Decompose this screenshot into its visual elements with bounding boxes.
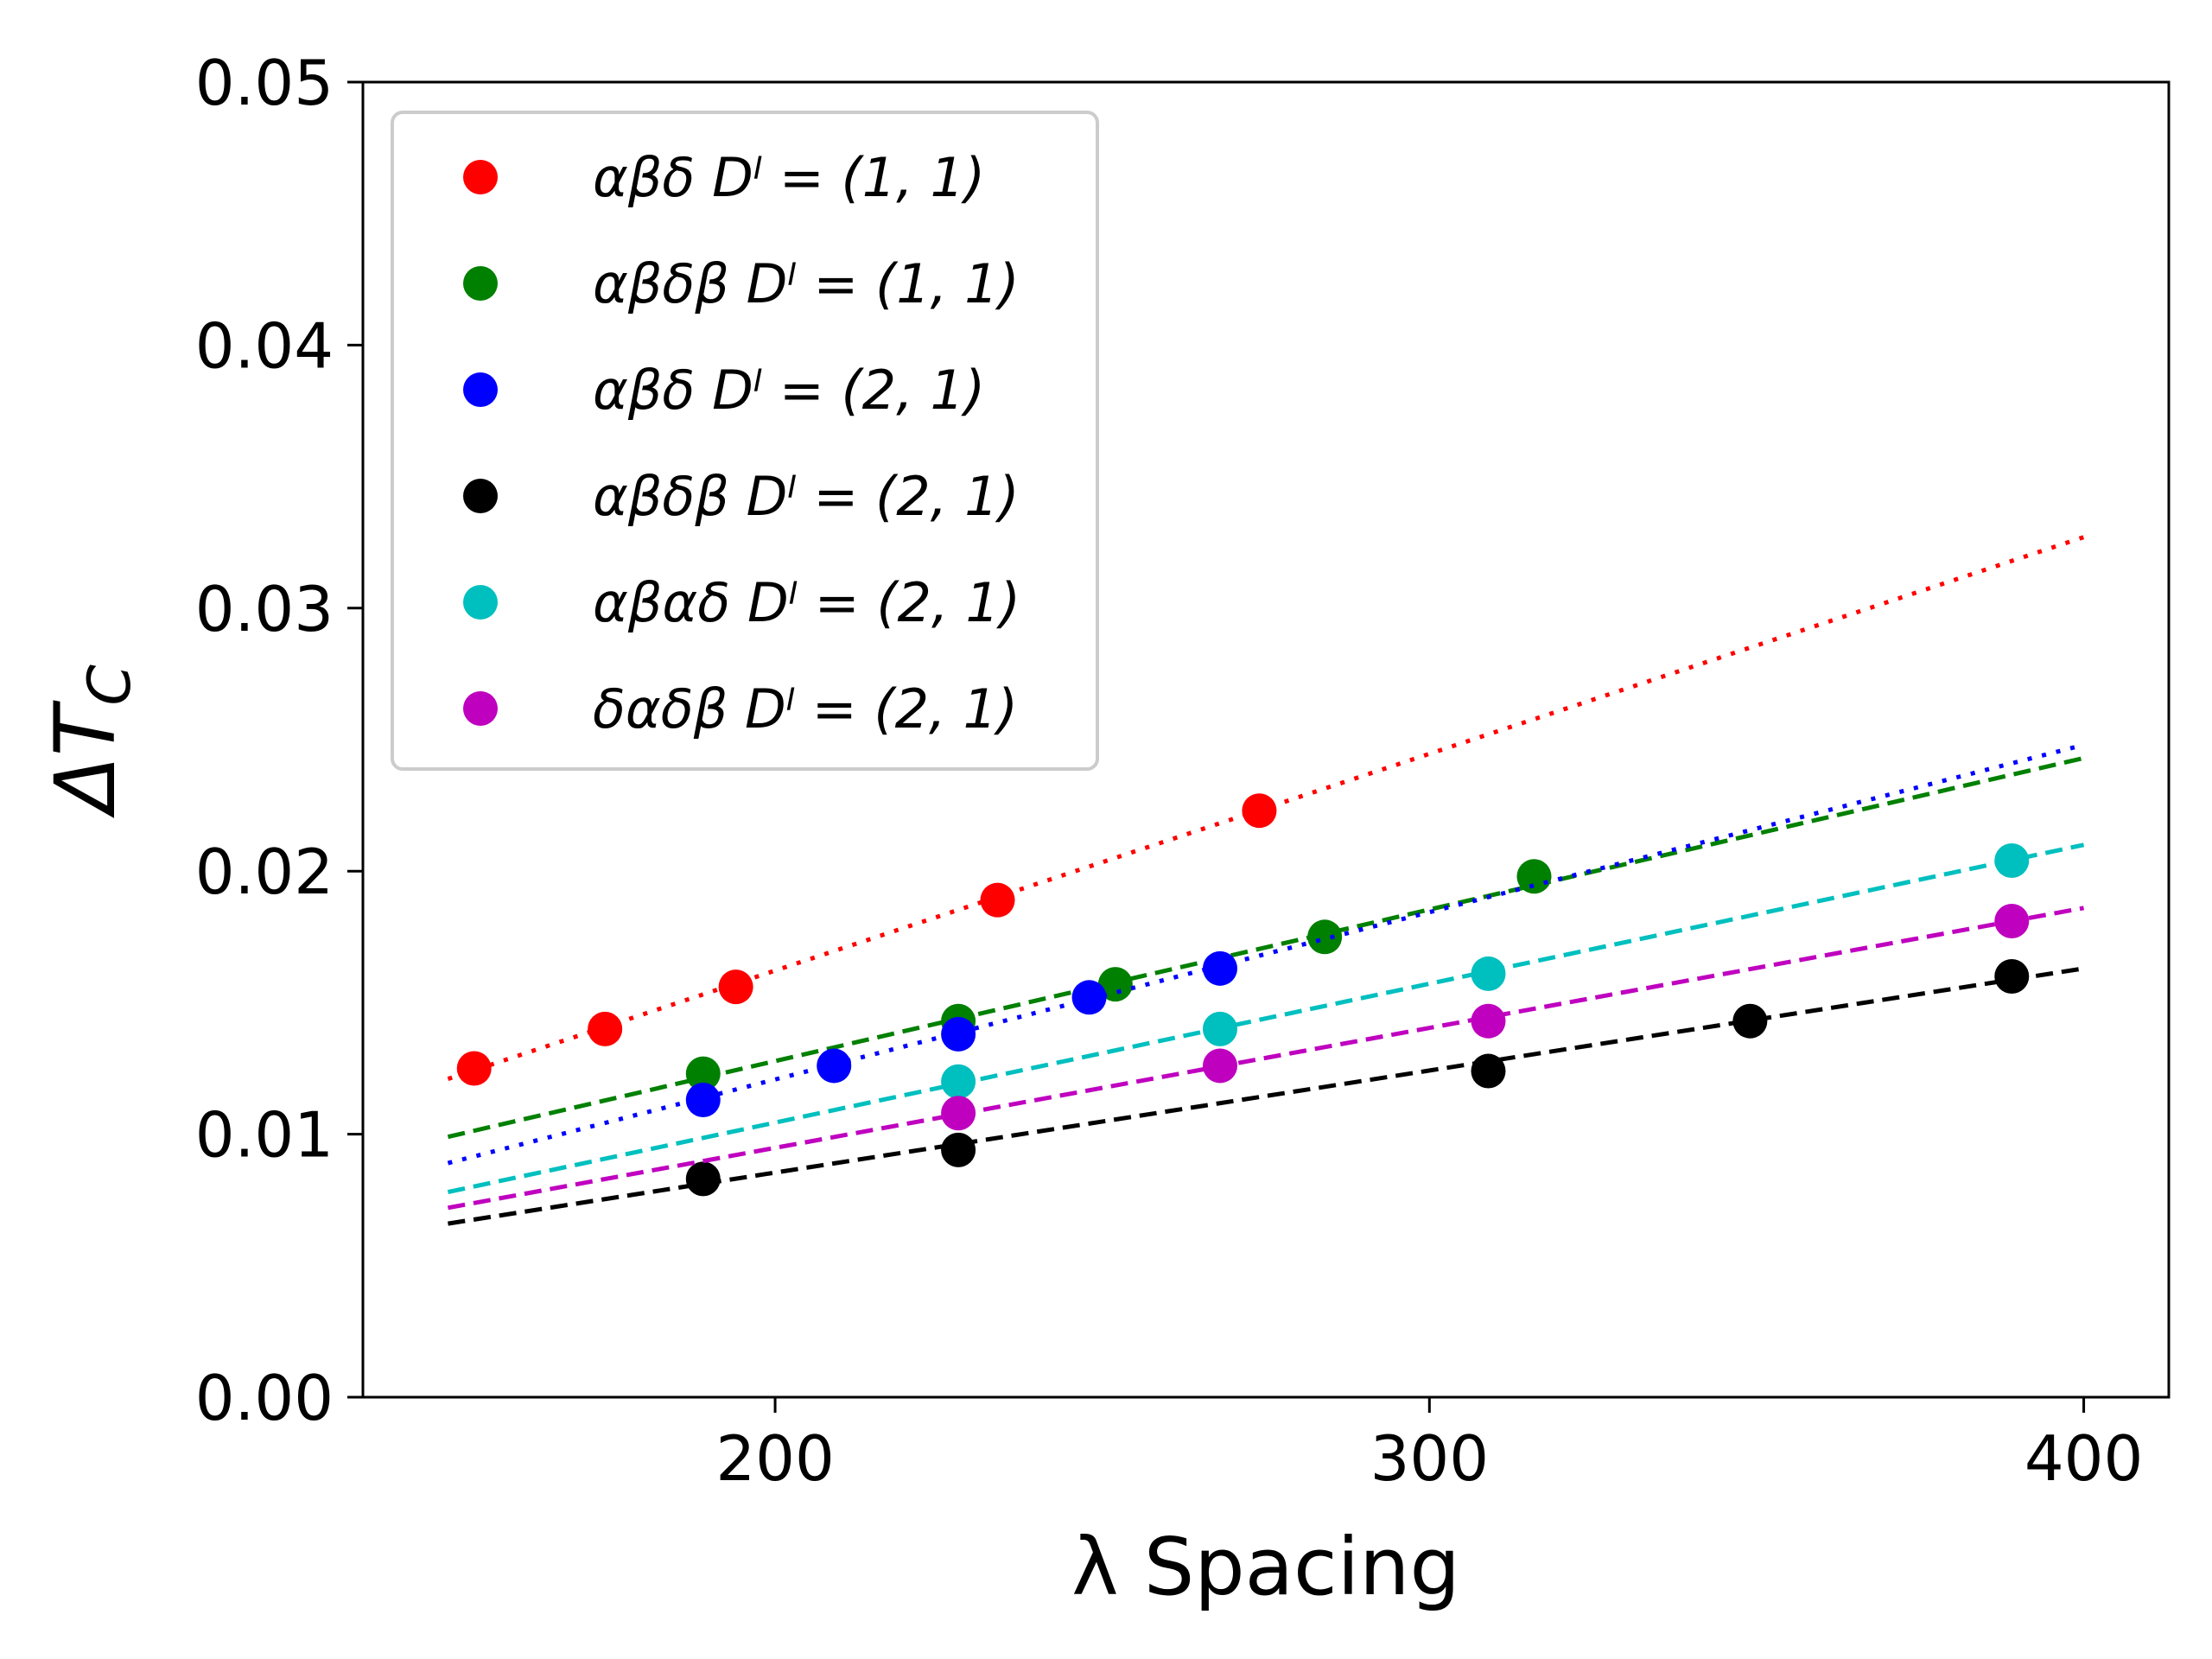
legend-marker [463,266,498,301]
data-point [1471,956,1506,991]
fit-line [447,906,2085,1211]
data-point [1516,859,1552,894]
series-4 [447,842,2085,1195]
legend-label: αβδβ Dˡ = (1, 1) [593,252,1020,315]
y-tick-label: 0.04 [195,309,334,382]
legend-box [391,111,1099,771]
legend-marker [463,479,498,513]
series-layer [447,535,2085,1226]
data-point [1994,958,2030,994]
y-tick-label: 0.05 [195,47,334,119]
data-point [685,1056,721,1091]
y-tick-label: 0.01 [195,1099,334,1172]
legend-items: αβδ Dˡ = (1, 1) αβδβ Dˡ = (1, 1) αβδ Dˡ = … [463,146,1020,741]
data-point [718,969,753,1005]
data-point [1071,980,1107,1015]
data-point [941,1096,976,1131]
fit-line [447,755,2085,1140]
data-point [1202,950,1237,986]
legend-label: δαδβ Dˡ = (2, 1) [593,677,1018,741]
data-point [941,1132,976,1167]
legend-label: αβαδ Dˡ = (2, 1) [593,571,1020,634]
y-axis-label-main: ΔT [37,700,134,819]
plot-frame [361,80,2171,1399]
data-point [588,1011,623,1046]
legend: αβδ Dˡ = (1, 1) αβδβ Dˡ = (1, 1) αβδ Dˡ = … [391,111,1099,771]
legend-label: αβδβ Dˡ = (2, 1) [593,465,1020,528]
legend-label: αβδ Dˡ = (2, 1) [593,359,985,422]
data-point [817,1048,852,1084]
data-point [941,1016,976,1052]
fit-line [447,742,2085,1166]
legend-marker [463,691,498,726]
legend-marker [463,160,498,194]
data-point [980,882,1015,918]
x-axis-label: λ Spacing [1071,1521,1460,1613]
data-point [1471,1003,1506,1039]
legend-marker [463,585,498,620]
data-point [941,1064,976,1099]
fit-line [448,966,2084,1226]
data-point [685,1161,721,1197]
y-tick-label: 0.03 [195,573,334,645]
series-0 [447,535,2085,1086]
data-point [1471,1053,1506,1089]
y-tick-label: 0.02 [195,836,334,908]
series-5 [447,904,2085,1211]
x-tick-label: 200 [715,1422,834,1495]
series-2 [447,742,2085,1166]
y-axis-label-sub: C [76,664,144,706]
data-point [1097,967,1133,1002]
data-point [1732,1003,1768,1039]
legend-label: αβδ Dˡ = (1, 1) [593,146,985,209]
data-point [685,1083,721,1118]
y-axis-label: ΔTC [37,664,144,819]
data-point [456,1051,492,1086]
data-point [1307,919,1343,955]
data-point [1994,904,2030,939]
series-3 [448,958,2084,1226]
legend-marker [463,372,498,407]
x-tick-label: 300 [1370,1422,1489,1495]
y-tick-label: 0.00 [195,1362,334,1434]
ticks-layer: 0.00 0.01 0.02 0.03 0.04 0.05 200 300 400 [195,47,2144,1495]
data-point [1242,793,1277,829]
x-tick-label: 400 [2024,1422,2143,1495]
data-point [1994,843,2030,879]
fit-line [447,842,2085,1195]
data-point [1202,1011,1237,1046]
data-point [1202,1048,1237,1084]
